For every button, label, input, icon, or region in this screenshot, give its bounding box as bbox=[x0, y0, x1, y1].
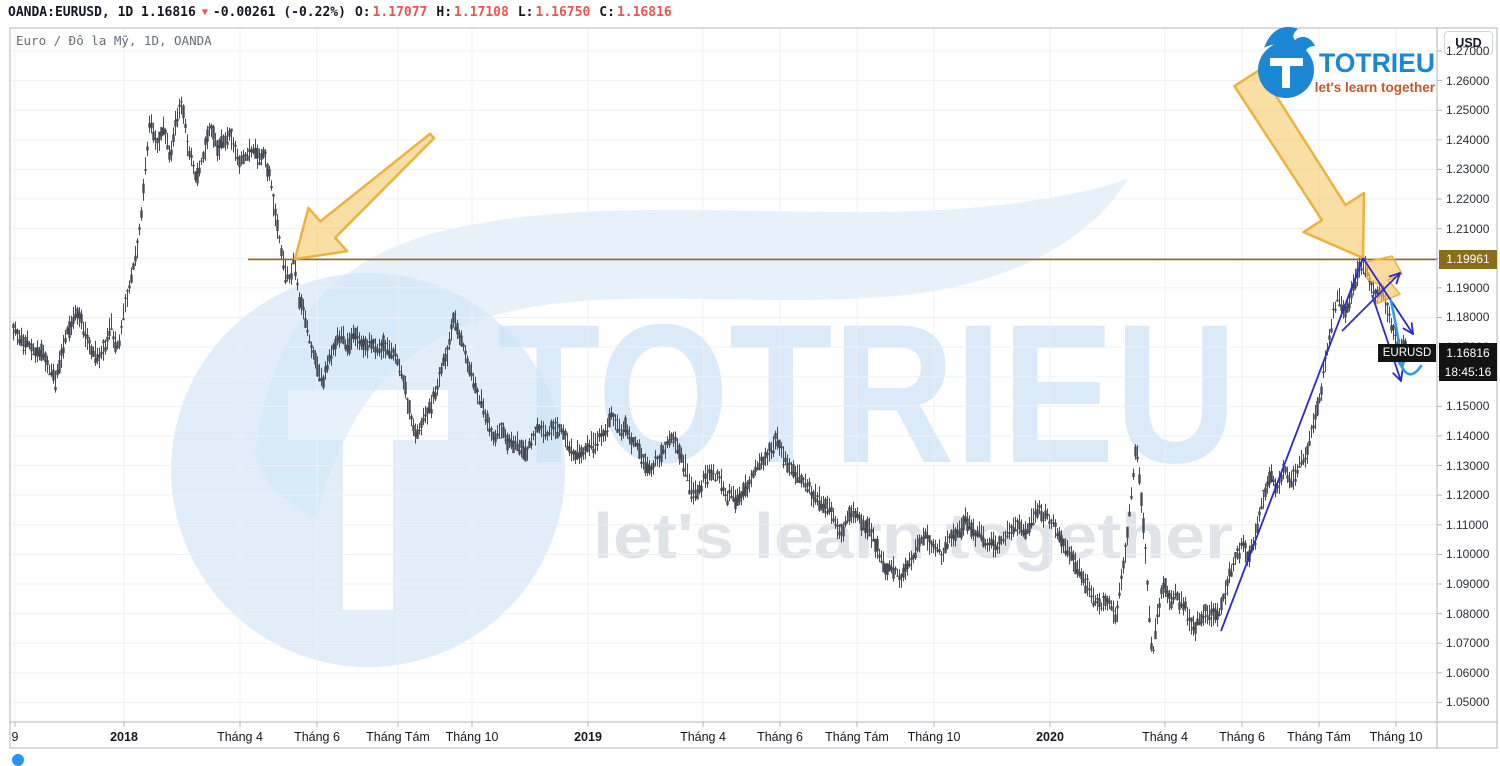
grid bbox=[11, 28, 1436, 722]
time-tick-label: 2020 bbox=[1036, 730, 1064, 744]
time-tick-label: Tháng 4 bbox=[680, 730, 726, 744]
time-tick-label: Tháng 6 bbox=[294, 730, 340, 744]
price-tick-label: 1.14000 bbox=[1446, 428, 1490, 443]
current-price-label: 1.16816 bbox=[1439, 343, 1497, 363]
time-tick-label: 2018 bbox=[110, 730, 138, 744]
time-tick-label: Tháng 6 bbox=[757, 730, 803, 744]
price-tick-label: 1.27000 bbox=[1446, 44, 1490, 58]
time-tick-label: Tháng Tám bbox=[1287, 730, 1351, 744]
symbol-text: OANDA:EURUSD, 1D 1.16816 bbox=[8, 5, 196, 20]
low-value: 1.16750 bbox=[535, 5, 591, 20]
price-tick-label: 1.08000 bbox=[1446, 606, 1490, 621]
brand-name: TOTRIEU bbox=[1319, 48, 1435, 78]
time-tick-label: Tháng Tám bbox=[825, 730, 889, 744]
brand-logo: TOTRIEU let's learn together bbox=[1256, 22, 1441, 100]
time-tick-label: Tháng 10 bbox=[445, 730, 499, 744]
brand-slogan: let's learn together bbox=[1315, 80, 1436, 95]
down-triangle-icon: ▼ bbox=[201, 7, 208, 18]
time-tick-label: Tháng 6 bbox=[1219, 730, 1265, 744]
time-tick-label: Tháng 4 bbox=[217, 730, 263, 744]
price-tick-label: 1.24000 bbox=[1446, 132, 1490, 147]
price-tick-label: 1.18000 bbox=[1446, 310, 1490, 325]
price-tick-label: 1.10000 bbox=[1446, 547, 1490, 562]
price-tick-label: 1.05000 bbox=[1446, 695, 1490, 710]
yellow-arrow-drawings[interactable] bbox=[293, 68, 1403, 305]
close-value: 1.16816 bbox=[616, 5, 672, 20]
svg-text:TOTRIEU: TOTRIEU bbox=[497, 283, 1237, 504]
time-tick-label: Tháng 10 bbox=[907, 730, 961, 744]
time-tick-label: 2019 bbox=[574, 730, 602, 744]
price-tick-label: 1.22000 bbox=[1446, 192, 1490, 207]
symbol-price-tag: EURUSD bbox=[1378, 343, 1436, 362]
price-tick-label: 1.09000 bbox=[1446, 576, 1490, 591]
price-tick-label: 1.21000 bbox=[1446, 221, 1490, 236]
high-value: 1.17108 bbox=[454, 5, 509, 20]
blue-arrow-drawings[interactable] bbox=[1220, 257, 1423, 632]
pane-title: Euro / Đô la Mỹ, 1D, OANDA bbox=[16, 33, 212, 48]
price-tick-label: 1.06000 bbox=[1446, 665, 1490, 680]
time-tick-label: Tháng 4 bbox=[1142, 730, 1188, 744]
flame-icon bbox=[1258, 26, 1315, 98]
open-value: 1.17077 bbox=[372, 5, 428, 20]
close-label: C: bbox=[599, 5, 615, 20]
price-tick-label: 1.07000 bbox=[1446, 636, 1490, 651]
resistance-price-label: 1.19961 bbox=[1439, 249, 1497, 269]
price-tick-label: 1.15000 bbox=[1446, 399, 1490, 414]
price-tick-label: 1.11000 bbox=[1446, 517, 1489, 532]
time-tick-label: 9 bbox=[11, 730, 19, 744]
price-tick-label: 1.13000 bbox=[1446, 458, 1490, 473]
ohlc-info-bar: OANDA:EURUSD, 1D 1.16816 ▼ -0.00261 (-0.22… bbox=[8, 5, 672, 20]
price-tick-label: 1.19000 bbox=[1446, 280, 1490, 295]
change-text: -0.00261 (-0.22%) bbox=[212, 5, 346, 20]
candlestick-series bbox=[12, 96, 1407, 654]
price-tick-label: 1.25000 bbox=[1446, 103, 1490, 118]
price-tick-label: 1.23000 bbox=[1446, 162, 1490, 177]
connection-status-dot[interactable] bbox=[12, 754, 24, 766]
low-label: L: bbox=[517, 5, 534, 20]
open-label: O: bbox=[354, 5, 371, 20]
price-tick-label: 1.26000 bbox=[1446, 73, 1490, 88]
bar-countdown-label: 18:45:16 bbox=[1439, 362, 1497, 382]
high-label: H: bbox=[436, 5, 453, 20]
time-tick-label: Tháng 10 bbox=[1369, 730, 1423, 744]
currency-toggle-button[interactable]: USD bbox=[1444, 31, 1493, 55]
price-tick-label: 1.12000 bbox=[1446, 488, 1490, 503]
time-tick-label: Tháng Tám bbox=[366, 730, 430, 744]
